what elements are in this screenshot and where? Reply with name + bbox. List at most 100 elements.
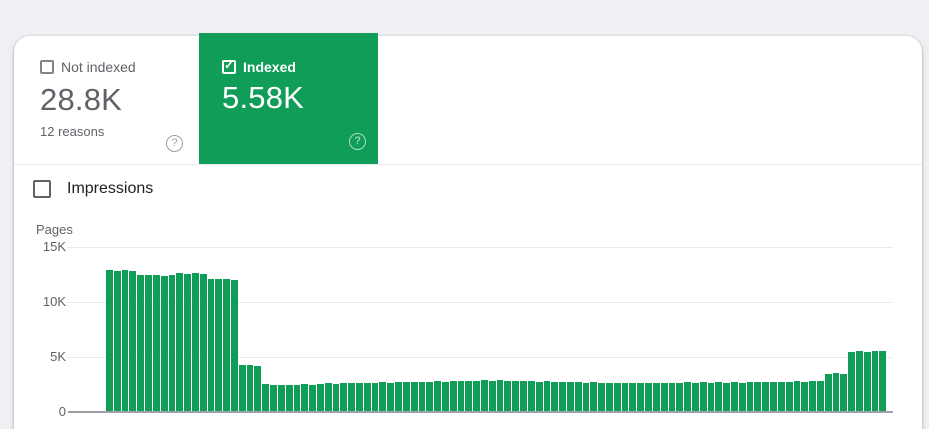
- bar[interactable]: [473, 380, 480, 412]
- bar[interactable]: [465, 381, 473, 412]
- bar[interactable]: [637, 383, 645, 412]
- bar[interactable]: [566, 381, 574, 412]
- bar[interactable]: [856, 350, 863, 412]
- bar[interactable]: [816, 380, 824, 412]
- bar[interactable]: [777, 382, 785, 412]
- bar[interactable]: [879, 350, 887, 412]
- impressions-checkbox[interactable]: [33, 180, 51, 198]
- bar[interactable]: [340, 383, 348, 412]
- bar[interactable]: [520, 380, 527, 412]
- bar[interactable]: [152, 275, 160, 412]
- bar[interactable]: [770, 381, 777, 412]
- bar[interactable]: [606, 383, 613, 412]
- bar[interactable]: [371, 382, 379, 412]
- bar[interactable]: [481, 380, 488, 412]
- bar[interactable]: [129, 270, 137, 412]
- not-indexed-checkbox[interactable]: [40, 60, 54, 74]
- help-circle-icon[interactable]: ?: [349, 133, 366, 150]
- bar[interactable]: [277, 385, 285, 412]
- bar[interactable]: [106, 270, 113, 412]
- bar[interactable]: [731, 382, 738, 412]
- bar-series[interactable]: [106, 247, 887, 412]
- bar[interactable]: [301, 383, 309, 412]
- bar[interactable]: [246, 365, 254, 412]
- bar[interactable]: [309, 384, 316, 412]
- bar[interactable]: [434, 381, 441, 412]
- bar[interactable]: [285, 384, 293, 412]
- bar[interactable]: [746, 382, 754, 412]
- metric-card-not-indexed[interactable]: Not indexed 28.8K 12 reasons ?: [14, 36, 199, 164]
- bar[interactable]: [324, 383, 332, 412]
- bar[interactable]: [621, 383, 629, 412]
- bar[interactable]: [348, 383, 355, 412]
- bar[interactable]: [535, 381, 543, 412]
- bar[interactable]: [590, 382, 598, 412]
- bar[interactable]: [801, 381, 809, 412]
- bar[interactable]: [356, 382, 363, 412]
- bar[interactable]: [707, 382, 715, 412]
- bar[interactable]: [457, 380, 465, 412]
- bar[interactable]: [254, 365, 262, 412]
- bar[interactable]: [418, 382, 426, 412]
- bar[interactable]: [395, 382, 402, 412]
- indexed-checkbox[interactable]: ✓: [222, 59, 236, 74]
- bar[interactable]: [316, 383, 324, 412]
- bar[interactable]: [496, 380, 504, 412]
- bar[interactable]: [215, 279, 223, 412]
- bar[interactable]: [793, 381, 801, 412]
- bar[interactable]: [582, 382, 590, 412]
- bar[interactable]: [504, 380, 512, 412]
- bar[interactable]: [270, 384, 277, 412]
- bar[interactable]: [191, 273, 199, 412]
- metric-card-indexed[interactable]: ✓ Indexed 5.58K ?: [199, 33, 378, 164]
- bar[interactable]: [238, 364, 246, 412]
- bar[interactable]: [543, 381, 551, 412]
- bar[interactable]: [832, 372, 840, 412]
- bar[interactable]: [160, 275, 168, 412]
- bar[interactable]: [410, 381, 418, 412]
- bar[interactable]: [574, 382, 582, 412]
- bar[interactable]: [629, 382, 637, 412]
- bar[interactable]: [668, 383, 676, 412]
- bar[interactable]: [512, 381, 520, 412]
- bar[interactable]: [199, 273, 207, 412]
- bar[interactable]: [559, 382, 566, 412]
- bar[interactable]: [449, 381, 457, 412]
- bar[interactable]: [754, 381, 762, 412]
- bar[interactable]: [785, 381, 793, 412]
- bar[interactable]: [293, 384, 301, 412]
- bar[interactable]: [176, 273, 184, 412]
- bar[interactable]: [684, 382, 691, 412]
- bar[interactable]: [660, 382, 668, 412]
- bar[interactable]: [645, 382, 652, 412]
- bar[interactable]: [121, 270, 129, 412]
- bar[interactable]: [488, 380, 496, 412]
- bar[interactable]: [441, 381, 449, 412]
- bar[interactable]: [332, 383, 340, 412]
- bar[interactable]: [699, 382, 707, 412]
- bar[interactable]: [840, 373, 848, 412]
- bar[interactable]: [871, 350, 879, 412]
- bar[interactable]: [598, 382, 605, 412]
- bar[interactable]: [207, 278, 215, 412]
- bar[interactable]: [824, 373, 832, 412]
- bar[interactable]: [723, 382, 730, 412]
- bar[interactable]: [715, 382, 723, 412]
- bar[interactable]: [262, 383, 270, 412]
- bar[interactable]: [676, 382, 684, 412]
- bar[interactable]: [137, 275, 145, 412]
- bar[interactable]: [168, 275, 176, 412]
- bar[interactable]: [863, 351, 871, 412]
- bar[interactable]: [231, 280, 238, 412]
- bar[interactable]: [113, 270, 121, 412]
- bar[interactable]: [426, 381, 434, 412]
- bar[interactable]: [613, 382, 621, 412]
- bar[interactable]: [527, 381, 535, 412]
- bar[interactable]: [848, 351, 855, 412]
- help-circle-icon[interactable]: ?: [166, 135, 183, 152]
- impressions-toggle[interactable]: Impressions: [33, 180, 153, 198]
- bar[interactable]: [551, 381, 559, 412]
- bar[interactable]: [691, 382, 699, 412]
- bar[interactable]: [184, 273, 191, 412]
- bar[interactable]: [738, 382, 746, 412]
